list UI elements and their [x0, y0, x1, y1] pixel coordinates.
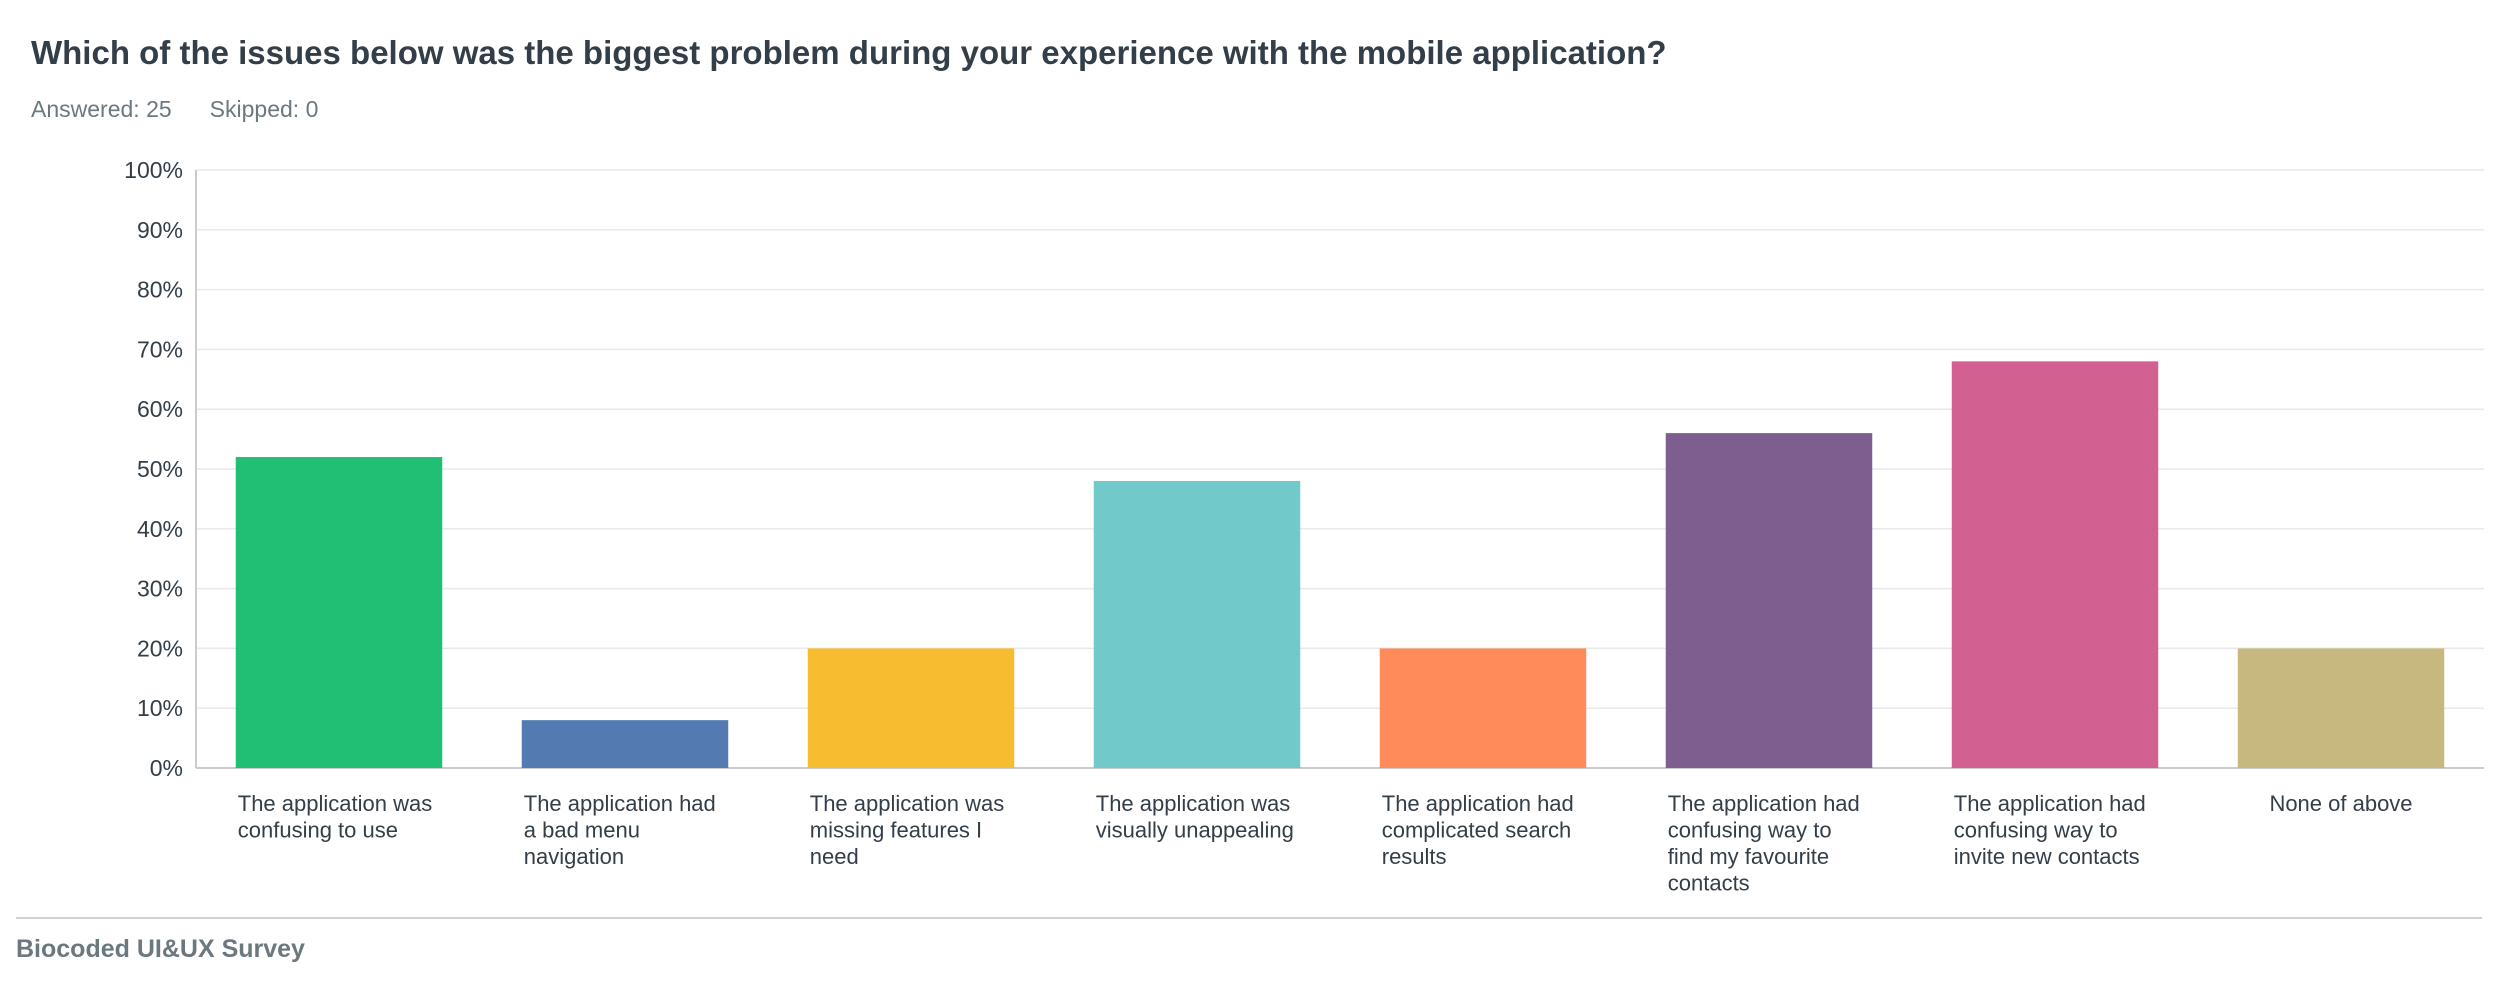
x-tick-label-line: The application had: [524, 791, 716, 816]
answered-label: Answered:: [31, 96, 140, 122]
x-tick-label: The application had confusing way to invit…: [1954, 791, 2146, 869]
y-tick-label: 100%: [124, 157, 183, 183]
bar: [2237, 648, 2445, 768]
survey-name: Biocoded UI&UX Survey: [16, 935, 305, 963]
bar: [1951, 361, 2159, 768]
x-tick-label-line: confusing to use: [238, 818, 398, 843]
x-tick-label-line: None of above: [2269, 791, 2412, 816]
skipped-value: 0: [305, 96, 319, 122]
question-title: Which of the issues below was the bigges…: [31, 34, 1667, 71]
x-tick-label-line: The application had: [1668, 791, 1860, 816]
skipped-stat: Skipped: 0: [210, 96, 319, 122]
footer-divider: [16, 917, 2482, 919]
x-tick-label: The application was visually unappealing: [1096, 791, 1294, 843]
x-tick-label-line: The application had: [1382, 791, 1574, 816]
x-tick-label-line: visually unappealing: [1096, 818, 1294, 843]
bar: [807, 648, 1015, 768]
bar: [1379, 648, 1587, 768]
answered-value: 25: [146, 96, 172, 122]
y-tick-label: 0%: [150, 755, 183, 781]
x-tick-label-line: navigation: [524, 844, 624, 869]
x-tick-label-line: The application had: [1954, 791, 2146, 816]
x-tick-label-line: find my favourite: [1668, 844, 1829, 869]
x-tick-label-line: The application was: [238, 791, 432, 816]
x-tick-label-line: complicated search: [1382, 818, 1572, 843]
x-tick-label-line: confusing way to: [1954, 818, 2118, 843]
response-stats: Answered: 25 Skipped: 0: [31, 96, 356, 123]
x-tick-label: None of above: [2269, 791, 2412, 816]
x-tick-label: The application had confusing way to find …: [1668, 791, 1860, 896]
y-tick-label: 10%: [137, 695, 183, 721]
skipped-label: Skipped:: [209, 96, 300, 122]
y-tick-label: 70%: [137, 336, 183, 362]
x-tick-label-line: The application was: [1096, 791, 1290, 816]
y-tick-label: 50%: [137, 456, 183, 482]
bar: [1665, 433, 1873, 768]
x-tick-label-line: results: [1382, 844, 1447, 869]
x-tick-label: The application had a bad menu navigation: [524, 791, 716, 869]
x-tick-label-line: missing features I: [810, 818, 982, 843]
y-tick-label: 90%: [137, 217, 183, 243]
y-tick-label: 30%: [137, 576, 183, 602]
x-tick-label-line: invite new contacts: [1954, 844, 2140, 869]
x-tick-label-line: a bad menu: [524, 818, 640, 843]
y-tick-label: 20%: [137, 635, 183, 661]
x-tick-label-line: need: [810, 844, 859, 869]
x-tick-label-line: contacts: [1668, 871, 1750, 896]
bar: [521, 720, 729, 768]
y-tick-label: 80%: [137, 277, 183, 303]
x-tick-label: The application had complicated search res…: [1382, 791, 1574, 869]
bar: [1093, 480, 1301, 768]
answered-stat: Answered: 25: [31, 96, 172, 122]
bar-chart: 0% 10% 20% 30% 40% 50% 60% 70% 80% 90% 100% The app…: [124, 157, 2484, 896]
x-tick-label-line: confusing way to: [1668, 818, 1832, 843]
y-tick-label: 40%: [137, 516, 183, 542]
x-tick-label: The application was confusing to use: [238, 791, 432, 843]
bar: [235, 457, 443, 768]
y-tick-label: 60%: [137, 396, 183, 422]
x-tick-label-line: The application was: [810, 791, 1004, 816]
